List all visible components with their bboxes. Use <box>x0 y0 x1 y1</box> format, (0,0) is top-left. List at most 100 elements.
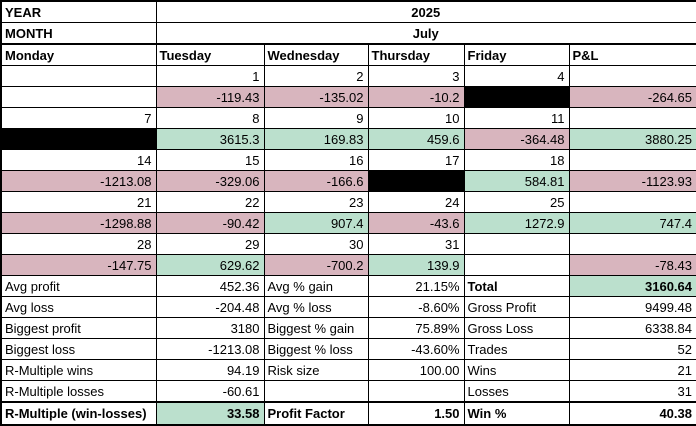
year-label-cell[interactable]: YEAR <box>0 0 157 23</box>
date-cell[interactable]: 15 <box>155 149 265 171</box>
date-cell[interactable]: 31 <box>367 233 465 255</box>
summary-value[interactable]: 100.00 <box>367 359 465 381</box>
date-cell[interactable]: 7 <box>0 107 157 129</box>
summary-value[interactable]: 52 <box>568 338 696 360</box>
summary-label-r-multiple-wins[interactable]: R-Multiple wins <box>0 359 157 381</box>
date-cell[interactable]: 8 <box>155 107 265 129</box>
date-cell[interactable]: 16 <box>263 149 369 171</box>
weekly-pnl-cell[interactable]: -1123.93 <box>568 170 696 192</box>
month-label-cell[interactable]: MONTH <box>0 22 157 45</box>
summary-value-profit-factor[interactable]: 1.50 <box>367 401 465 426</box>
pnl-cell[interactable]: 629.62 <box>155 254 265 276</box>
date-cell[interactable]: 23 <box>263 191 369 213</box>
blackout-cell[interactable] <box>0 128 157 150</box>
summary-value[interactable]: 9499.48 <box>568 296 696 318</box>
pnl-cell[interactable]: 584.81 <box>463 170 570 192</box>
date-cell[interactable]: 2 <box>263 65 369 87</box>
pnl-cell[interactable]: 3615.3 <box>155 128 265 150</box>
summary-value-r-multiple[interactable]: 33.58 <box>155 401 265 426</box>
pnl-cell[interactable]: -119.43 <box>155 86 265 108</box>
weekly-pnl-cell[interactable]: -264.65 <box>568 86 696 108</box>
summary-label-biggest-pct-gain[interactable]: Biggest % gain <box>263 317 369 339</box>
summary-label-avg-profit[interactable]: Avg profit <box>0 275 157 297</box>
summary-value[interactable]: 21.15% <box>367 275 465 297</box>
date-cell[interactable]: 11 <box>463 107 570 129</box>
blackout-cell[interactable] <box>463 86 570 108</box>
summary-label-biggest-profit[interactable]: Biggest profit <box>0 317 157 339</box>
pnl-cell[interactable]: 1272.9 <box>463 212 570 234</box>
date-cell[interactable] <box>568 107 696 129</box>
date-cell[interactable]: 30 <box>263 233 369 255</box>
date-cell[interactable]: 24 <box>367 191 465 213</box>
summary-label-r-multiple-losses[interactable]: R-Multiple losses <box>0 380 157 403</box>
date-cell[interactable]: 1 <box>155 65 265 87</box>
date-cell[interactable] <box>568 65 696 87</box>
pnl-cell[interactable]: 459.6 <box>367 128 465 150</box>
summary-value[interactable]: -43.60% <box>367 338 465 360</box>
date-cell[interactable]: 18 <box>463 149 570 171</box>
date-cell[interactable] <box>463 233 570 255</box>
pnl-cell[interactable]: 139.9 <box>367 254 465 276</box>
pnl-cell[interactable]: -1298.88 <box>0 212 157 234</box>
day-header-friday[interactable]: Friday <box>463 43 570 66</box>
pnl-cell[interactable]: 907.4 <box>263 212 369 234</box>
empty-cell[interactable] <box>367 380 465 403</box>
summary-value[interactable]: 31 <box>568 380 696 403</box>
day-header-wednesday[interactable]: Wednesday <box>263 43 369 66</box>
summary-value[interactable]: -204.48 <box>155 296 265 318</box>
date-cell[interactable]: 22 <box>155 191 265 213</box>
summary-value[interactable]: 452.36 <box>155 275 265 297</box>
summary-label-r-multiple-win-losses[interactable]: R-Multiple (win-losses) <box>0 401 157 426</box>
summary-value[interactable]: -60.61 <box>155 380 265 403</box>
summary-value-total[interactable]: 3160.64 <box>568 275 696 297</box>
summary-label-gross-profit[interactable]: Gross Profit <box>463 296 570 318</box>
weekly-pnl-cell[interactable]: -78.43 <box>568 254 696 276</box>
summary-value[interactable]: -8.60% <box>367 296 465 318</box>
date-cell[interactable]: 4 <box>463 65 570 87</box>
summary-value-win-pct[interactable]: 40.38 <box>568 401 696 426</box>
date-cell[interactable]: 25 <box>463 191 570 213</box>
pnl-cell[interactable]: -43.6 <box>367 212 465 234</box>
pnl-cell[interactable]: -364.48 <box>463 128 570 150</box>
pnl-cell[interactable]: -90.42 <box>155 212 265 234</box>
pnl-cell[interactable]: -1213.08 <box>0 170 157 192</box>
summary-value[interactable]: 3180 <box>155 317 265 339</box>
date-cell[interactable] <box>568 149 696 171</box>
date-cell[interactable]: 21 <box>0 191 157 213</box>
day-header-thursday[interactable]: Thursday <box>367 43 465 66</box>
date-cell[interactable]: 3 <box>367 65 465 87</box>
weekly-pnl-cell[interactable]: 747.4 <box>568 212 696 234</box>
empty-cell[interactable] <box>263 380 369 403</box>
day-header-tuesday[interactable]: Tuesday <box>155 43 265 66</box>
day-header-monday[interactable]: Monday <box>0 43 157 66</box>
pnl-cell[interactable] <box>0 86 157 108</box>
summary-value[interactable]: 94.19 <box>155 359 265 381</box>
date-cell[interactable]: 29 <box>155 233 265 255</box>
summary-value[interactable]: 75.89% <box>367 317 465 339</box>
summary-value[interactable]: 6338.84 <box>568 317 696 339</box>
summary-value[interactable]: 21 <box>568 359 696 381</box>
summary-value[interactable]: -1213.08 <box>155 338 265 360</box>
summary-label-avg-pct-loss[interactable]: Avg % loss <box>263 296 369 318</box>
summary-label-risk-size[interactable]: Risk size <box>263 359 369 381</box>
date-cell[interactable]: 10 <box>367 107 465 129</box>
month-value-cell[interactable]: July <box>155 22 696 45</box>
pnl-cell[interactable]: 169.83 <box>263 128 369 150</box>
pnl-cell[interactable]: -700.2 <box>263 254 369 276</box>
date-cell[interactable]: 14 <box>0 149 157 171</box>
summary-label-biggest-loss[interactable]: Biggest loss <box>0 338 157 360</box>
summary-label-avg-pct-gain[interactable]: Avg % gain <box>263 275 369 297</box>
summary-label-win-pct[interactable]: Win % <box>463 401 570 426</box>
day-header-pnl[interactable]: P&L <box>568 43 696 66</box>
pnl-cell[interactable] <box>463 254 570 276</box>
date-cell[interactable] <box>568 233 696 255</box>
summary-label-profit-factor[interactable]: Profit Factor <box>263 401 369 426</box>
summary-label-biggest-pct-loss[interactable]: Biggest % loss <box>263 338 369 360</box>
pnl-cell[interactable]: -135.02 <box>263 86 369 108</box>
blackout-cell[interactable] <box>367 170 465 192</box>
date-cell[interactable]: 28 <box>0 233 157 255</box>
date-cell[interactable]: 17 <box>367 149 465 171</box>
pnl-cell[interactable]: -329.06 <box>155 170 265 192</box>
pnl-cell[interactable]: -10.2 <box>367 86 465 108</box>
summary-label-trades[interactable]: Trades <box>463 338 570 360</box>
